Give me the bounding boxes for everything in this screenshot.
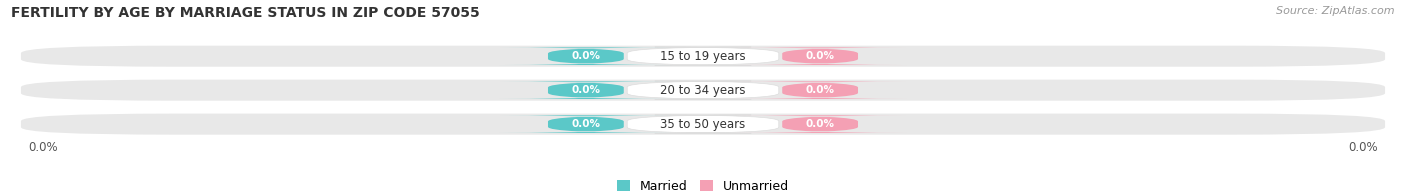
Text: 0.0%: 0.0% — [1348, 141, 1378, 154]
FancyBboxPatch shape — [21, 46, 1385, 67]
FancyBboxPatch shape — [734, 47, 907, 65]
FancyBboxPatch shape — [734, 81, 907, 99]
FancyBboxPatch shape — [21, 80, 1385, 101]
Text: 35 to 50 years: 35 to 50 years — [661, 118, 745, 131]
FancyBboxPatch shape — [627, 47, 779, 65]
FancyBboxPatch shape — [734, 115, 907, 133]
Text: Source: ZipAtlas.com: Source: ZipAtlas.com — [1277, 6, 1395, 16]
Text: 20 to 34 years: 20 to 34 years — [661, 84, 745, 97]
FancyBboxPatch shape — [499, 47, 672, 65]
FancyBboxPatch shape — [627, 115, 779, 133]
Text: 0.0%: 0.0% — [571, 85, 600, 95]
FancyBboxPatch shape — [627, 81, 779, 99]
Text: 15 to 19 years: 15 to 19 years — [661, 50, 745, 63]
Text: 0.0%: 0.0% — [806, 51, 835, 61]
Text: 0.0%: 0.0% — [28, 141, 58, 154]
FancyBboxPatch shape — [21, 114, 1385, 135]
Text: 0.0%: 0.0% — [571, 119, 600, 129]
Text: 0.0%: 0.0% — [806, 85, 835, 95]
Legend: Married, Unmarried: Married, Unmarried — [612, 175, 794, 196]
Text: 0.0%: 0.0% — [571, 51, 600, 61]
Text: FERTILITY BY AGE BY MARRIAGE STATUS IN ZIP CODE 57055: FERTILITY BY AGE BY MARRIAGE STATUS IN Z… — [11, 6, 479, 20]
FancyBboxPatch shape — [499, 81, 672, 99]
FancyBboxPatch shape — [499, 115, 672, 133]
Text: 0.0%: 0.0% — [806, 119, 835, 129]
